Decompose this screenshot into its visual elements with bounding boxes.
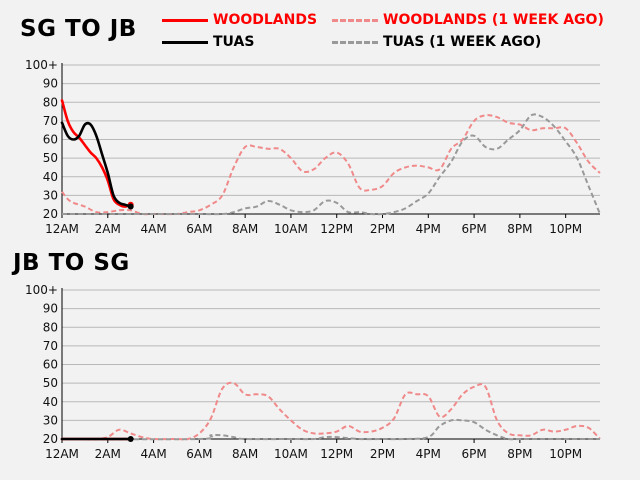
series-line-woodlands — [60, 99, 132, 208]
y-tick-label: 50 — [43, 376, 58, 390]
x-tick-label: 4PM — [416, 447, 441, 461]
chart-title-sg-to-jb: SG TO JB — [20, 16, 137, 42]
x-tick-label: 8AM — [232, 447, 258, 461]
y-tick-label: 70 — [43, 114, 58, 128]
legend-swatch-woodlands — [162, 18, 208, 22]
y-tick-label: 100+ — [25, 58, 58, 72]
y-tick-label: 30 — [43, 188, 58, 202]
legend-item-woodlands-prev[interactable]: WOODLANDS (1 WEEK AGO) — [332, 12, 604, 28]
legend-item-woodlands[interactable]: WOODLANDS — [162, 12, 317, 28]
series-line-woodlands-prev — [62, 381, 601, 441]
y-tick-label: 40 — [43, 170, 58, 184]
y-tick-label: 40 — [43, 395, 58, 409]
y-tick-label: 100+ — [25, 283, 58, 297]
x-tick-label: 2PM — [370, 447, 395, 461]
y-tick-label: 20 — [43, 207, 58, 221]
y-tick-label: 60 — [43, 133, 58, 147]
chart-sg-to-jb: 20 30 40 50 60 70 80 90 100+ 12AM 2AM 4AM 6AM 8AM 10AM… — [25, 58, 601, 236]
x-tick-label: 8PM — [507, 222, 532, 236]
series-line-woodlands-prev — [61, 114, 601, 216]
x-tick-label: 4AM — [140, 447, 166, 461]
x-tick-label: 4AM — [140, 222, 166, 236]
x-tick-label: 12PM — [320, 222, 353, 236]
series-line-tuas-prev — [61, 418, 600, 441]
x-tick-label: 2AM — [95, 222, 121, 236]
x-tick-label: 8PM — [507, 447, 532, 461]
legend: WOODLANDS TUAS WOODLANDS (1 WEEK AGO) TU… — [162, 12, 632, 56]
y-tick-label: 80 — [43, 320, 58, 334]
y-tick-label: 90 — [43, 77, 58, 91]
x-tick-label: 4PM — [416, 222, 441, 236]
x-tick-label: 12AM — [45, 222, 79, 236]
series-line-tuas — [60, 121, 132, 208]
y-tick-label: 20 — [43, 432, 58, 446]
x-tick-label: 10PM — [549, 222, 582, 236]
legend-label-tuas-prev: TUAS (1 WEEK AGO) — [383, 34, 542, 50]
legend-label-woodlands: WOODLANDS — [213, 12, 318, 28]
legend-item-tuas-prev[interactable]: TUAS (1 WEEK AGO) — [332, 34, 541, 50]
x-tick-label: 6AM — [186, 222, 212, 236]
series-end-marker-tuas — [127, 203, 134, 210]
chart-jb-to-sg: 20 30 40 50 60 70 80 90 100+ 12AM 2AM 4AM 6AM 8AM 10AM… — [25, 283, 601, 461]
x-tick-label: 10AM — [274, 447, 308, 461]
legend-swatch-tuas — [162, 40, 208, 44]
x-tick-label: 10AM — [274, 222, 308, 236]
x-tick-label: 6AM — [186, 447, 212, 461]
x-tick-label: 6PM — [461, 222, 486, 236]
legend-swatch-woodlands-prev — [332, 18, 378, 22]
x-tick-label: 2AM — [95, 447, 121, 461]
x-tick-label: 2PM — [370, 222, 395, 236]
y-tick-label: 80 — [43, 95, 58, 109]
y-tick-label: 70 — [43, 339, 58, 353]
series-line-tuas-prev — [62, 113, 601, 216]
legend-item-tuas[interactable]: TUAS — [162, 34, 254, 50]
x-tick-label: 12AM — [45, 447, 79, 461]
y-tick-label: 60 — [43, 358, 58, 372]
legend-label-woodlands-prev: WOODLANDS (1 WEEK AGO) — [383, 12, 604, 28]
legend-label-tuas: TUAS — [213, 34, 255, 50]
y-tick-label: 30 — [43, 413, 58, 427]
x-tick-label: 10PM — [549, 447, 582, 461]
y-tick-label: 90 — [43, 302, 58, 316]
x-tick-label: 12PM — [320, 447, 353, 461]
x-tick-label: 6PM — [461, 447, 486, 461]
series-end-marker-tuas — [127, 436, 134, 442]
legend-swatch-tuas-prev — [332, 40, 378, 44]
y-tick-label: 50 — [43, 151, 58, 165]
chart-title-jb-to-sg: JB TO SG — [13, 250, 130, 276]
x-tick-label: 8AM — [232, 222, 258, 236]
